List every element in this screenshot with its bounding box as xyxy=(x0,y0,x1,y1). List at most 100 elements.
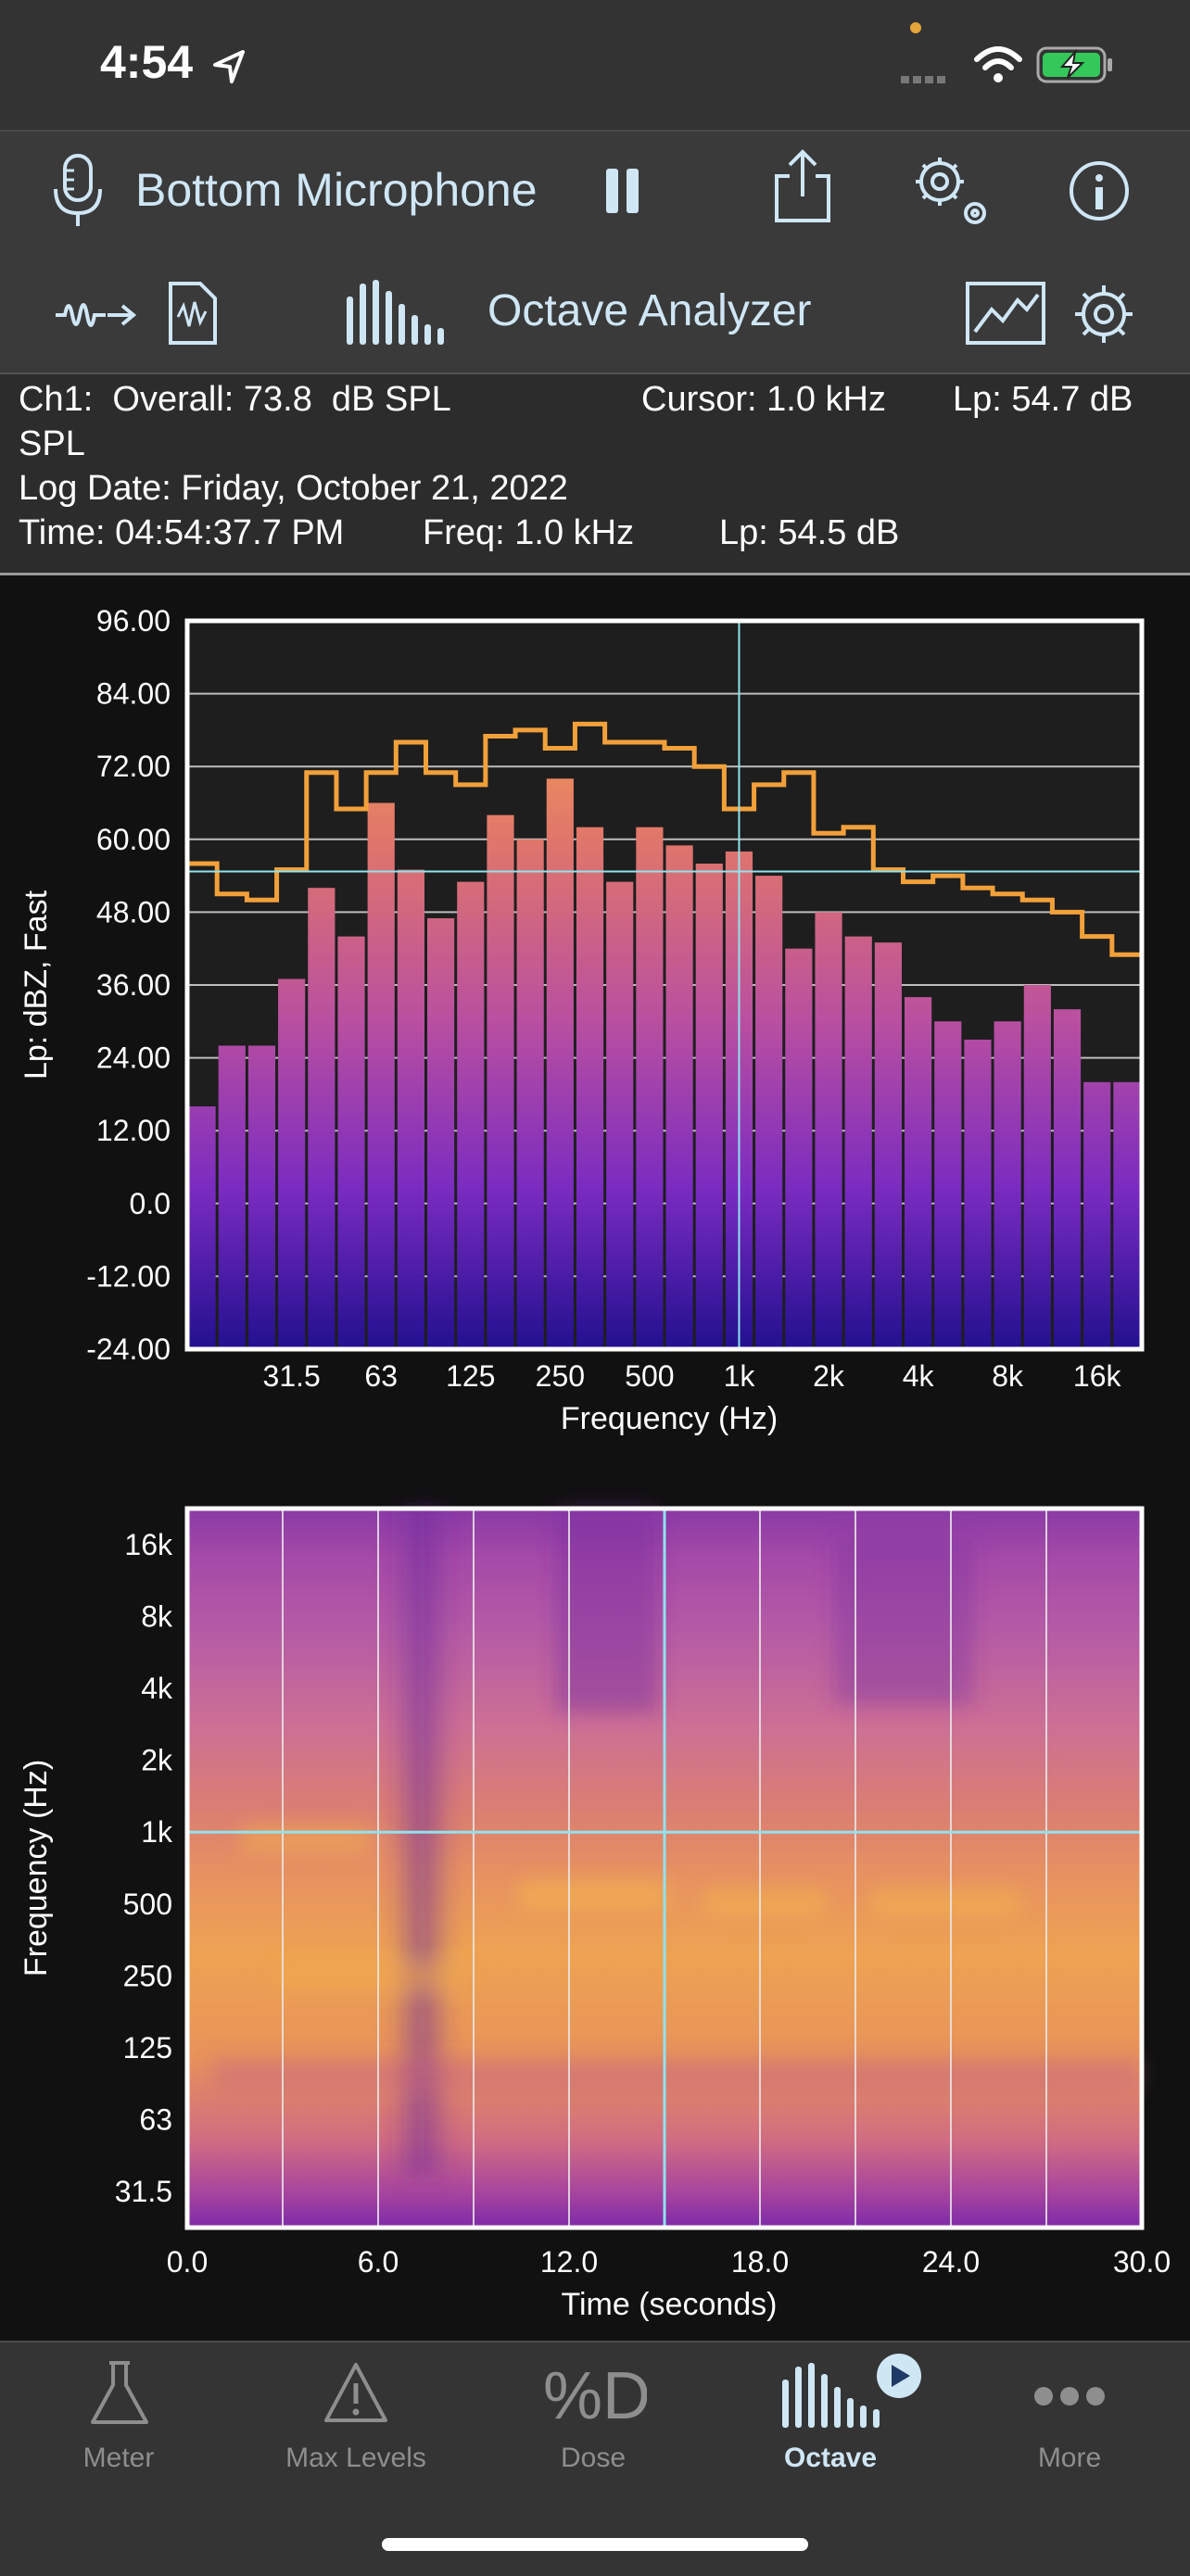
bar-chart-y-tick: 0.0 xyxy=(130,1187,171,1220)
octave-bar xyxy=(755,876,783,1349)
bar-chart-x-tick: 8k xyxy=(992,1359,1024,1393)
bar-chart-xlabel: Frequency (Hz) xyxy=(561,1401,778,1436)
bar-chart-x-tick: 16k xyxy=(1073,1359,1122,1393)
tab-meter[interactable]: Meter xyxy=(82,2443,155,2473)
octave-bars-icon[interactable] xyxy=(343,278,450,347)
spectrogram-x-tick: 30.0 xyxy=(1113,2245,1171,2279)
tab-max-levels[interactable]: Max Levels xyxy=(285,2443,426,2473)
octave-bar xyxy=(337,936,365,1349)
info-icon[interactable] xyxy=(1068,159,1131,222)
waveform-icon[interactable] xyxy=(54,289,137,341)
octave-bar xyxy=(218,1045,246,1349)
spectrogram-y-tick: 63 xyxy=(139,2103,172,2137)
measurement-readout xyxy=(0,374,1190,575)
share-icon[interactable] xyxy=(771,148,834,224)
octave-bar xyxy=(606,881,634,1349)
spectrogram-y-tick: 8k xyxy=(141,1599,173,1633)
pause-icon[interactable] xyxy=(604,167,641,215)
tab-bar xyxy=(0,2341,1190,2576)
cellular-signal-icon xyxy=(901,76,945,83)
flask-icon[interactable] xyxy=(87,2359,152,2428)
spectrogram-y-tick: 1k xyxy=(141,1815,173,1849)
graph-icon[interactable] xyxy=(966,282,1045,345)
octave-bar xyxy=(188,1106,216,1349)
bar-chart-x-tick: 4k xyxy=(903,1359,935,1393)
log-frequency-text: Freq: 1.0 kHz xyxy=(423,513,635,552)
wifi-icon xyxy=(974,46,1022,82)
octave-bar xyxy=(1053,1009,1082,1349)
spectrogram-xlabel: Time (seconds) xyxy=(561,2287,777,2322)
spectrogram-x-tick: 24.0 xyxy=(922,2245,980,2279)
octave-bar xyxy=(308,888,335,1349)
bar-chart-y-tick: 36.00 xyxy=(96,968,171,1002)
bar-chart-y-tick: 24.00 xyxy=(96,1042,171,1075)
octave-bar xyxy=(576,827,604,1349)
octave-bar-chart[interactable]: 96.00 84.00 72.00 60.00 48.00 36.00 24.00 12.00… xyxy=(0,575,1190,1464)
spectrogram-y-tick: 31.5 xyxy=(115,2175,172,2208)
octave-bar xyxy=(815,912,842,1349)
tab-dose[interactable]: Dose xyxy=(560,2443,627,2473)
bar-chart-y-tick: 60.00 xyxy=(96,823,171,856)
analyzer-title: Octave Analyzer xyxy=(487,286,812,335)
octave-bar xyxy=(964,1039,992,1349)
octave-bar xyxy=(844,936,872,1349)
spectrogram-y-tick: 16k xyxy=(124,1528,173,1561)
spectrogram-x-tick: 18.0 xyxy=(731,2245,789,2279)
log-time-text: Time: 04:54:37.7 PM xyxy=(19,513,345,552)
gear-icon[interactable] xyxy=(1071,282,1136,347)
spectrogram-x-tick: 6.0 xyxy=(358,2245,399,2279)
spectrogram-chart[interactable]: 16k 8k 4k 2k 1k 500 250 125 63 31.5 0.0 6.0 12.0 18.… xyxy=(0,1483,1190,2335)
spectrogram-x-tick: 0.0 xyxy=(167,2245,208,2279)
dose-icon[interactable]: %D xyxy=(543,2361,647,2426)
octave-bar xyxy=(427,917,455,1349)
log-level-text: Lp: 54.5 dB xyxy=(719,513,900,552)
log-date-text: Log Date: Friday, October 21, 2022 xyxy=(19,469,568,508)
overall-level-text: Ch1: Overall: 73.8 dB SPL xyxy=(19,380,451,419)
octave-bar xyxy=(1023,985,1051,1349)
tab-octave[interactable]: Octave xyxy=(783,2443,878,2473)
home-indicator xyxy=(382,2538,808,2551)
spectrogram-y-tick: 2k xyxy=(141,1744,173,1777)
privacy-dot xyxy=(910,22,921,33)
bar-chart-x-tick: 63 xyxy=(364,1359,398,1393)
bar-chart-x-tick: 500 xyxy=(625,1359,674,1393)
tab-more[interactable]: More xyxy=(1037,2443,1102,2473)
octave-bar xyxy=(367,802,395,1349)
spectrogram-frame xyxy=(184,1506,1145,2230)
octave-bar xyxy=(1083,1081,1111,1349)
octave-bar xyxy=(278,979,306,1349)
octave-bar xyxy=(785,948,813,1349)
spectrogram-y-tick: 4k xyxy=(141,1672,173,1705)
bar-chart-frame xyxy=(184,618,1145,1352)
octave-bar xyxy=(516,839,544,1349)
octave-bar xyxy=(994,1021,1021,1349)
bar-chart-y-tick: -24.00 xyxy=(86,1332,171,1366)
bar-chart-y-tick: 12.00 xyxy=(96,1114,171,1147)
cursor-level-text: Lp: 54.7 dB xyxy=(953,380,1133,419)
document-icon[interactable] xyxy=(167,280,219,347)
octave-bar xyxy=(457,881,485,1349)
microphone-source-label[interactable]: Bottom Microphone xyxy=(135,164,538,216)
octave-bar xyxy=(934,1021,962,1349)
microphone-icon[interactable] xyxy=(50,152,106,230)
bar-chart-x-tick: 250 xyxy=(536,1359,585,1393)
microphone-toolbar xyxy=(0,130,1190,256)
warning-icon[interactable] xyxy=(323,2361,389,2424)
octave-bar xyxy=(636,827,664,1349)
octave-bar xyxy=(487,814,514,1349)
bar-chart-y-tick: 72.00 xyxy=(96,750,171,783)
octave-icon[interactable] xyxy=(779,2354,927,2431)
location-arrow-icon xyxy=(213,50,245,83)
more-icon[interactable] xyxy=(1031,2383,1108,2409)
bar-chart-y-tick: 96.00 xyxy=(96,604,171,638)
octave-bar xyxy=(665,845,693,1349)
octave-bar xyxy=(247,1045,276,1349)
overall-level-wrap-text: SPL xyxy=(19,424,85,463)
bar-chart-x-tick: 1k xyxy=(724,1359,756,1393)
svg-text:%D: %D xyxy=(543,2361,647,2426)
bar-chart-x-tick: 125 xyxy=(446,1359,495,1393)
max-level-line xyxy=(187,721,1142,957)
spectrogram-x-tick: 12.0 xyxy=(540,2245,598,2279)
octave-bar xyxy=(1113,1081,1141,1349)
settings-gear-icon[interactable] xyxy=(908,152,994,230)
